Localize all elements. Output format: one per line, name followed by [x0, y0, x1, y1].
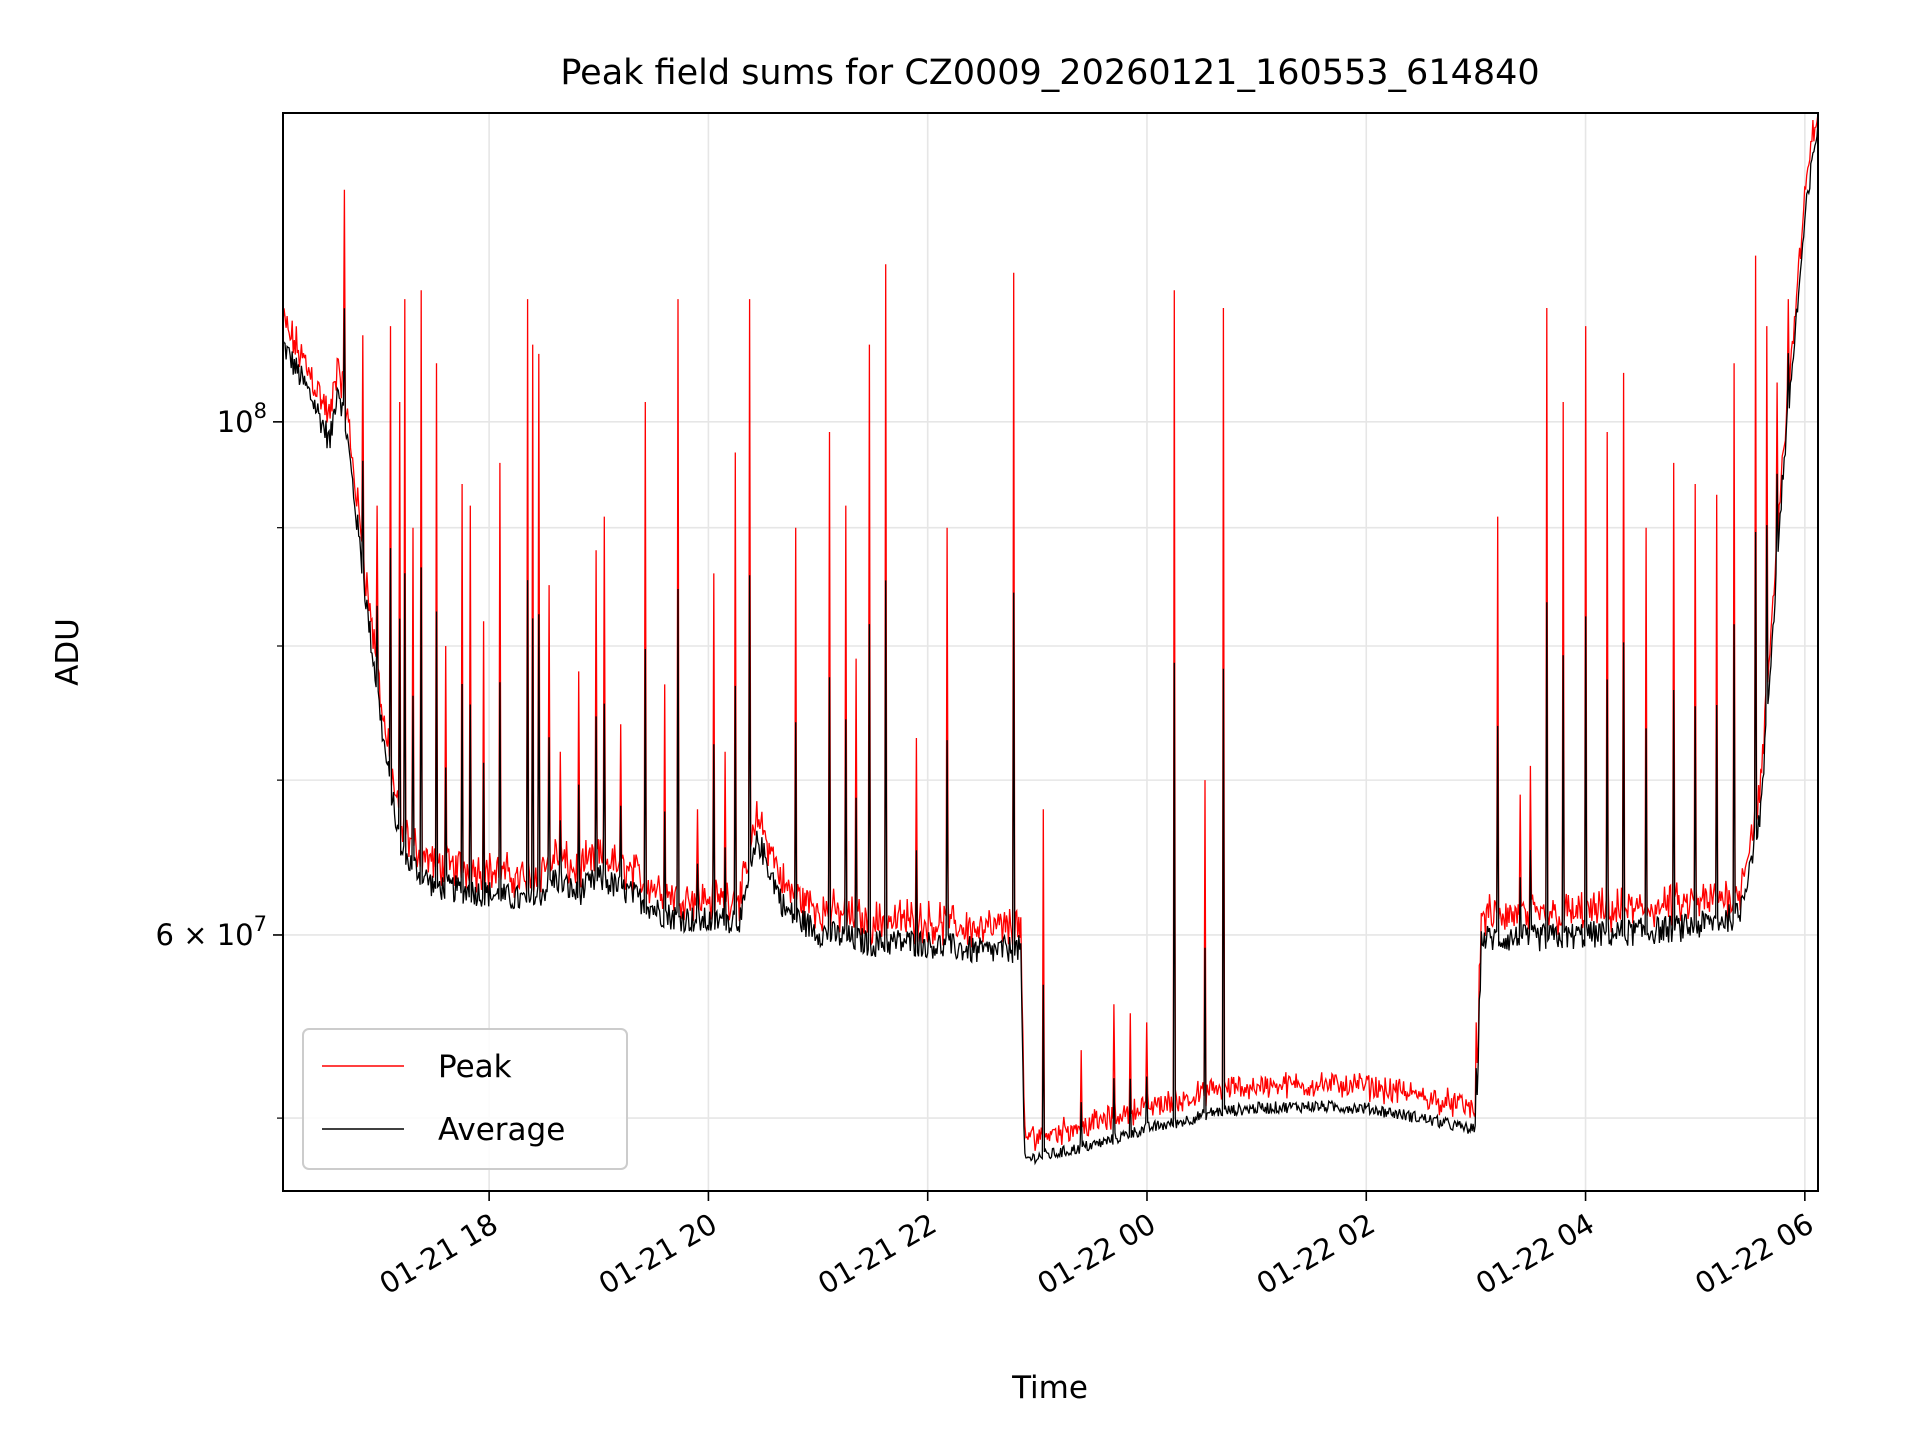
- plot-frame: [282, 112, 1819, 1192]
- y-tick-label-base: 6 × 10: [156, 918, 254, 952]
- legend-peak-label: Peak: [438, 1049, 512, 1085]
- average-series-line: [283, 121, 1818, 1166]
- y-tick-label-exponent: 8: [254, 399, 267, 423]
- y-tick-label: 108: [217, 399, 267, 439]
- legend-average-label: Average: [438, 1112, 565, 1148]
- series-layer: [283, 113, 1818, 1166]
- y-axis-label: ADU: [50, 618, 86, 686]
- chart-title: Peak field sums for CZ0009_20260121_1605…: [560, 53, 1539, 93]
- legend: Peak Average: [302, 1028, 628, 1170]
- y-tick-label-exponent: 7: [254, 912, 267, 936]
- legend-box: [302, 1028, 628, 1170]
- y-tick-label-base: 10: [217, 405, 254, 439]
- x-axis-label: Time: [1011, 1370, 1088, 1406]
- y-tick-label: 6 × 107: [156, 912, 267, 952]
